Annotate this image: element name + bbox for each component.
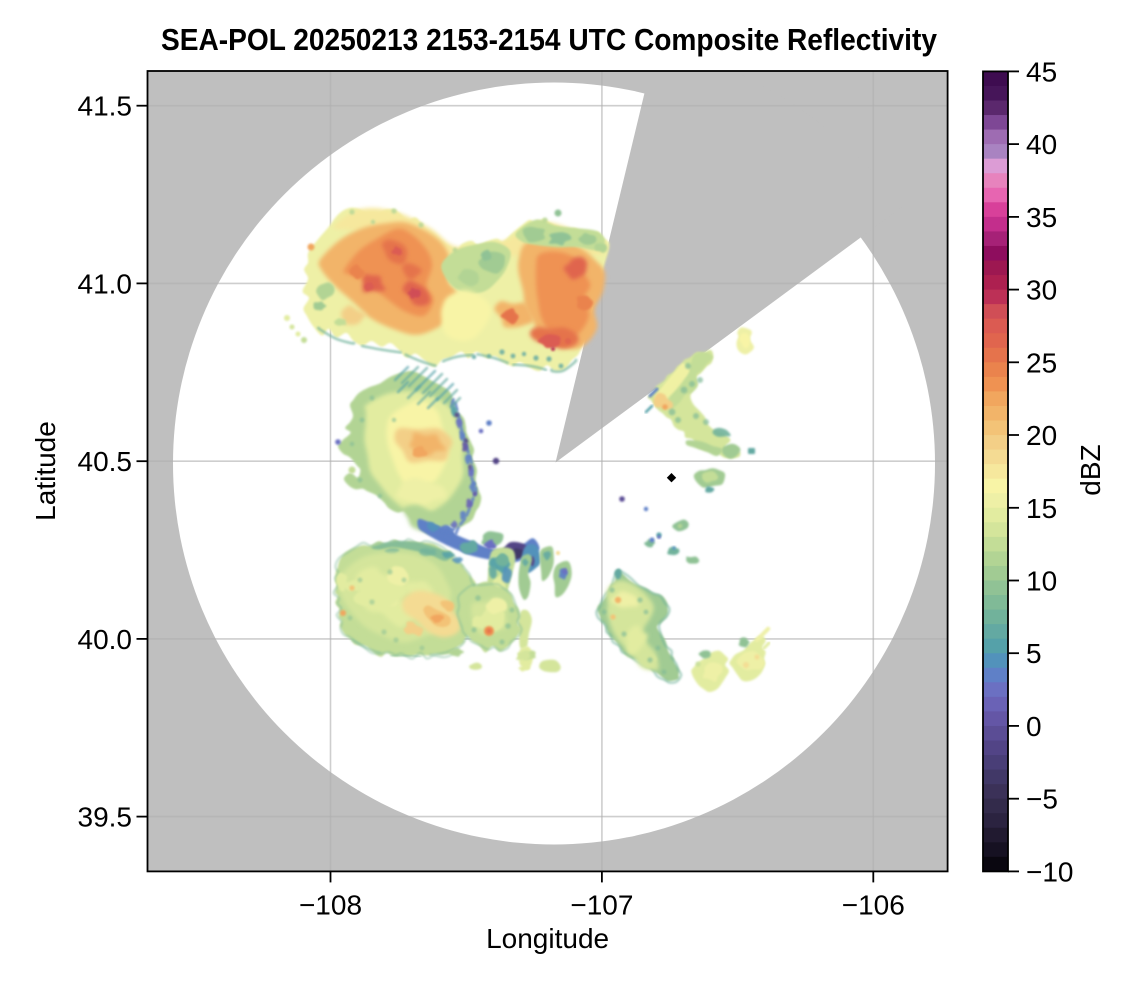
svg-text:25: 25 [1026,347,1057,378]
svg-text:Longitude: Longitude [486,923,609,954]
svg-text:40.5: 40.5 [78,446,133,477]
svg-text:40.0: 40.0 [78,624,133,655]
svg-text:−10: −10 [1026,856,1074,887]
svg-text:0: 0 [1026,711,1042,742]
svg-text:−106: −106 [842,890,905,921]
svg-text:−108: −108 [299,890,362,921]
svg-text:40: 40 [1026,129,1057,160]
svg-text:20: 20 [1026,420,1057,451]
svg-text:5: 5 [1026,638,1042,669]
svg-text:41.0: 41.0 [78,268,133,299]
svg-text:15: 15 [1026,493,1057,524]
svg-text:Latitude: Latitude [30,421,61,521]
svg-text:SEA-POL 20250213 2153-2154 UTC: SEA-POL 20250213 2153-2154 UTC Composite… [161,22,938,57]
svg-text:10: 10 [1026,565,1057,596]
svg-text:−5: −5 [1026,784,1058,815]
svg-text:30: 30 [1026,275,1057,306]
svg-text:39.5: 39.5 [78,802,133,833]
svg-text:dBZ: dBZ [1075,444,1106,495]
svg-text:−107: −107 [570,890,633,921]
svg-text:41.5: 41.5 [78,91,133,122]
svg-text:45: 45 [1026,56,1057,87]
svg-text:35: 35 [1026,202,1057,233]
